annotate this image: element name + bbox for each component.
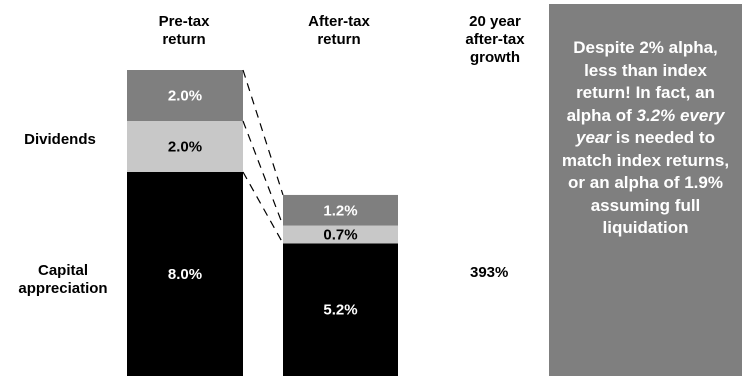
row-label-dividends: Dividends <box>24 131 96 148</box>
bar-segment-1-2 <box>283 194 398 226</box>
bar-segment-1-1 <box>283 225 398 244</box>
bar-segment-1-0 <box>283 243 398 376</box>
bar-label-1-1: 0.7% <box>323 226 357 243</box>
header-pretax-line2: return <box>162 31 206 48</box>
callout-text-emphasis: 3.2% every year <box>576 105 725 148</box>
growth-value: 393% <box>470 264 509 281</box>
connector-line-2 <box>242 69 284 196</box>
callout-text-after: is needed to match index returns, or an … <box>561 128 730 237</box>
stacked-bar-chart: 8.0% 2.0% 2.0% 5.2% 0.7% 1.2% <box>127 69 398 376</box>
header-growth-line2: after-tax <box>465 31 525 48</box>
header-aftertax-line1: After-tax <box>308 13 370 30</box>
callout-box: Despite 2% alpha, less than index return… <box>549 4 742 376</box>
bar-label-1-2: 1.2% <box>323 202 357 219</box>
header-growth: 20 year after-tax growth <box>446 13 544 67</box>
bar-label-1-0: 5.2% <box>323 302 357 319</box>
bar-label-0-0: 8.0% <box>168 266 202 283</box>
bar-segment-0-2 <box>127 70 243 121</box>
header-growth-line3: growth <box>470 49 520 66</box>
bar-segment-0-1 <box>127 121 243 172</box>
header-aftertax: After-tax return <box>286 13 392 49</box>
bar-label-0-1: 2.0% <box>168 139 202 156</box>
row-label-capital-line1: Capital <box>37 262 88 279</box>
header-aftertax-line2: return <box>317 31 361 48</box>
connector-line-0 <box>242 171 284 244</box>
row-label-capital-line2: appreciation <box>18 280 108 297</box>
bar-label-0-2: 2.0% <box>168 88 202 105</box>
callout-text-before: Despite 2% alpha, less than index return… <box>566 38 718 125</box>
header-pretax: Pre-tax return <box>136 13 232 49</box>
header-pretax-line1: Pre-tax <box>158 13 210 30</box>
row-label-capital: Capital appreciation <box>4 262 122 298</box>
header-growth-line1: 20 year <box>469 13 521 30</box>
connector-line-1 <box>242 120 284 226</box>
bar-segment-0-0 <box>127 172 243 376</box>
